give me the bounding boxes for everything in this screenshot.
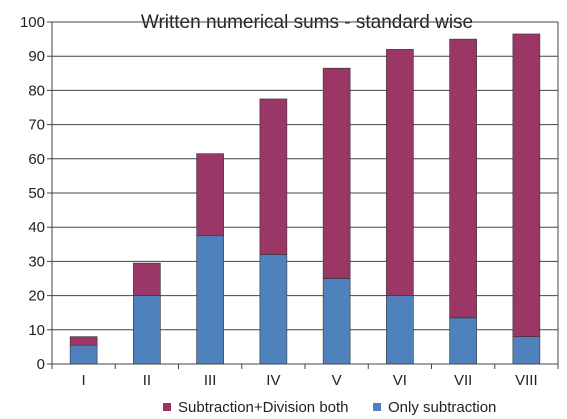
axes: [47, 21, 559, 369]
bar-only-subtraction: [449, 317, 477, 365]
bars: [69, 33, 541, 365]
x-tick-label: II: [143, 372, 151, 389]
y-tick-label: 50: [28, 185, 45, 202]
legend-label: Subtraction+Division both: [178, 399, 349, 416]
x-tick-label: VIII: [515, 372, 538, 389]
bar-only-subtraction: [69, 344, 98, 365]
legend-label: Only subtraction: [388, 399, 496, 416]
y-tick-label: 20: [28, 288, 45, 305]
x-tick-label: VII: [454, 372, 472, 389]
bar-subtraction-division: [196, 153, 224, 237]
y-tick-label: 90: [28, 48, 45, 65]
y-tick-label: 0: [37, 356, 45, 373]
x-tick-label: VI: [393, 372, 407, 389]
x-tick-label: I: [82, 372, 86, 389]
y-tick-label: 100: [20, 14, 45, 31]
x-tick-label: III: [204, 372, 217, 389]
bar-subtraction-division: [512, 33, 541, 337]
legend-swatch: [373, 403, 381, 411]
gridlines: [52, 21, 558, 331]
bar-only-subtraction: [196, 235, 224, 365]
legend: Subtraction+Division both Only subtractio…: [163, 399, 496, 416]
y-tick-label: 40: [28, 219, 45, 236]
y-tick-label: 80: [28, 82, 45, 99]
x-tick-label: V: [332, 372, 342, 389]
y-tick-label: 10: [28, 322, 45, 339]
bar-only-subtraction: [133, 295, 161, 365]
y-tick-labels: 0 10 20 30 40 50 60 70 80 90 100: [20, 14, 45, 373]
x-tick-labels: I II III IV V VI VII VIII: [82, 372, 538, 389]
y-tick-label: 70: [28, 117, 45, 134]
y-tick-label: 30: [28, 253, 45, 270]
y-tick-label: 60: [28, 151, 45, 168]
legend-swatch: [163, 403, 171, 411]
bar-subtraction-division: [386, 49, 414, 296]
bar-only-subtraction: [386, 295, 414, 365]
bar-subtraction-division: [259, 98, 288, 255]
bar-subtraction-division: [322, 67, 351, 279]
bar-only-subtraction: [512, 336, 541, 365]
bar-only-subtraction: [322, 278, 351, 365]
bar-subtraction-division: [69, 336, 98, 346]
x-tick-label: IV: [266, 372, 280, 389]
bar-only-subtraction: [259, 254, 288, 365]
bar-subtraction-division: [449, 38, 477, 319]
bar-subtraction-division: [133, 262, 161, 296]
